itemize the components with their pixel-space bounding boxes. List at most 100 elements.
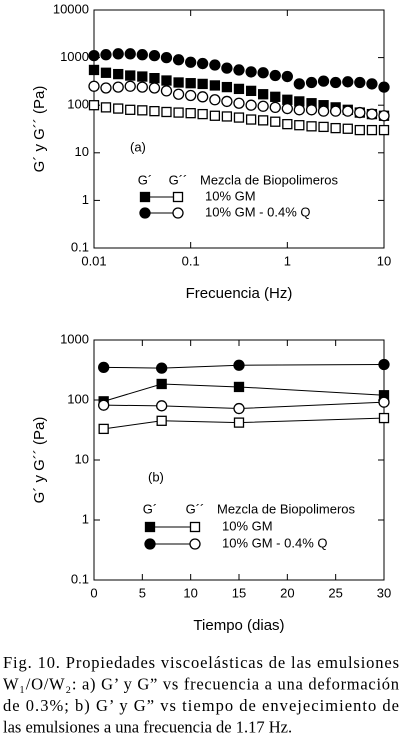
x-axis-label: Tiempo (dias) — [193, 617, 284, 634]
legend-marker — [139, 191, 151, 203]
y-tick-label: 1 — [82, 192, 89, 207]
data-point — [98, 423, 109, 435]
data-point — [156, 378, 167, 390]
caption-line: las emulsiones a una frecuencia de 1.17 … — [3, 718, 292, 737]
data-point — [136, 81, 148, 93]
x-tick-label: 0 — [90, 585, 97, 600]
data-point — [88, 80, 100, 92]
legend-column: G´´ — [169, 172, 188, 187]
y-tick-label: 1000 — [60, 331, 89, 346]
data-point — [329, 76, 342, 89]
data-point — [342, 123, 353, 134]
x-tick-label: 5 — [139, 585, 146, 600]
data-point — [149, 105, 160, 117]
data-point — [113, 68, 124, 80]
legend-label: 10% GM — [205, 188, 256, 203]
data-point — [209, 80, 221, 91]
data-point — [125, 104, 136, 115]
data-point — [137, 105, 148, 116]
data-point — [112, 81, 124, 93]
data-point — [88, 64, 100, 76]
y-axis-label: G´ y G´´ (Pa) — [31, 417, 48, 504]
data-point — [354, 76, 366, 89]
legend-marker — [172, 207, 184, 219]
data-point — [366, 124, 378, 136]
data-point — [282, 118, 293, 130]
data-point — [98, 361, 110, 374]
data-point — [221, 95, 233, 108]
y-tick-label: 0.1 — [71, 571, 89, 586]
data-point — [330, 122, 341, 134]
legend-label: 10% GM — [222, 518, 273, 533]
y-tick-label: 1 — [82, 511, 89, 526]
data-point — [317, 105, 330, 117]
data-point — [196, 91, 209, 103]
x-tick-label: 0.01 — [81, 253, 106, 268]
legend-title: Mezcla de Biopolimeros — [200, 172, 339, 187]
data-point — [209, 110, 221, 121]
series-line — [103, 383, 385, 402]
y-tick-label: 100 — [67, 97, 89, 112]
data-point — [173, 77, 184, 88]
data-point — [136, 49, 148, 61]
data-point — [197, 78, 208, 90]
data-point — [137, 71, 148, 82]
y-tick-label: 10000 — [53, 1, 89, 16]
data-point — [197, 108, 208, 120]
data-point — [378, 358, 390, 371]
data-point — [342, 105, 354, 117]
data-point — [233, 402, 245, 415]
data-point — [221, 81, 233, 93]
data-point — [196, 57, 209, 70]
caption-line: de 0.3%; b) G’ y G” vs tiempo de envejec… — [3, 696, 399, 715]
legend-marker — [144, 521, 156, 533]
data-point — [354, 124, 365, 136]
data-point — [100, 67, 112, 78]
data-point — [270, 91, 281, 102]
x-tick-label: 0.1 — [182, 253, 200, 268]
data-point — [233, 381, 245, 393]
caption-line: W₁/O/W₂: a) G’ y G” vs frecuencia a una … — [3, 675, 399, 694]
data-point — [305, 76, 318, 89]
data-point — [318, 121, 329, 133]
data-point — [233, 64, 245, 76]
legend-column: G´´ — [186, 501, 205, 516]
data-point — [269, 69, 281, 82]
data-point — [378, 110, 390, 122]
data-point — [185, 78, 196, 89]
data-point — [209, 59, 221, 71]
data-point — [306, 121, 317, 132]
x-tick-label: 30 — [377, 585, 391, 600]
data-point — [245, 85, 257, 97]
data-point — [100, 49, 112, 61]
caption-line: Fig. 10. Propiedades viscoelásticas de l… — [3, 653, 399, 672]
data-point — [317, 75, 330, 87]
data-point — [378, 81, 390, 93]
data-point — [88, 100, 100, 111]
x-axis-label: Frecuencia (Hz) — [186, 285, 293, 302]
legend-label: 10% GM - 0.4% Q — [222, 535, 327, 550]
data-point — [113, 103, 124, 114]
data-point — [172, 88, 185, 100]
legend-label: 10% GM - 0.4% Q — [205, 204, 310, 219]
annotation: (b) — [148, 469, 164, 484]
data-point — [233, 359, 245, 371]
data-point — [209, 94, 221, 106]
y-tick-label: 0.1 — [71, 239, 89, 254]
data-point — [245, 114, 257, 125]
data-point — [88, 49, 100, 62]
y-tick-label: 10 — [75, 451, 89, 466]
data-point — [293, 104, 305, 116]
data-point — [245, 99, 257, 111]
data-point — [98, 399, 110, 411]
data-point — [156, 400, 168, 412]
data-point — [185, 89, 197, 102]
annotation: (a) — [130, 139, 146, 154]
data-point — [100, 102, 112, 113]
legend-column: G´ — [143, 501, 157, 516]
data-point — [156, 415, 167, 426]
y-axis-label: G´ y G´´ (Pa) — [31, 86, 48, 173]
x-tick-label: 25 — [328, 585, 342, 600]
data-point — [161, 75, 172, 86]
data-point — [148, 49, 161, 62]
